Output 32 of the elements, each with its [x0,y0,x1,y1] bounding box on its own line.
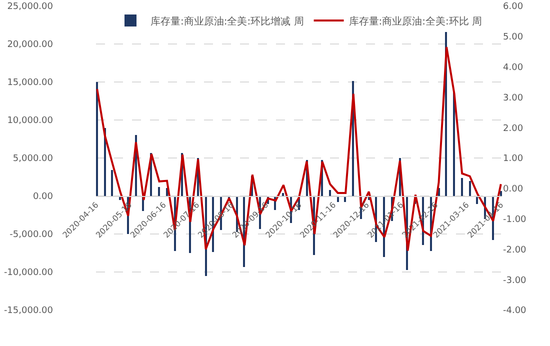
y2-tick-label: -3.00 [503,276,527,286]
y2-tick-label: 0.00 [503,184,524,195]
y-tick-label: -15,000.00 [4,306,54,316]
y-tick-label: -5,000.00 [10,230,54,240]
y2-tick-label: 6.00 [503,2,524,12]
y-tick-label: 0.00 [32,192,54,202]
bar [461,178,463,196]
y2-tick-label: -1.00 [503,214,527,225]
y-tick-label: 25,000.00 [7,2,54,12]
bar [329,190,331,196]
y-tick-label: 15,000.00 [7,78,54,88]
line-series [96,46,502,252]
bar [469,181,471,196]
y2-tick-label: 3.00 [503,93,524,104]
bar [453,92,455,196]
y2-tick-label: 1.00 [503,154,524,164]
y2-tick-label: -4.00 [503,306,527,316]
legend-label: 库存量:商业原油:全美:环比增减 周 [150,15,304,28]
y2-tick-label: 4.00 [503,62,524,73]
y-tick-label: 10,000.00 [7,116,54,126]
y-tick-label: -10,000.00 [4,268,54,278]
bar [96,82,98,196]
y2-tick-label: 2.00 [503,124,524,134]
bar [111,170,113,196]
legend-label: 库存量:商业原油:全美:环比 周 [348,15,482,28]
y2-tick-label: 5.00 [503,32,524,43]
y-tick-label: 20,000.00 [7,40,54,50]
y-tick-label: 5,000.00 [12,154,54,164]
bar [158,187,160,196]
y2-tick-label: -2.00 [503,245,527,256]
bar [500,191,502,196]
bar [282,193,284,196]
